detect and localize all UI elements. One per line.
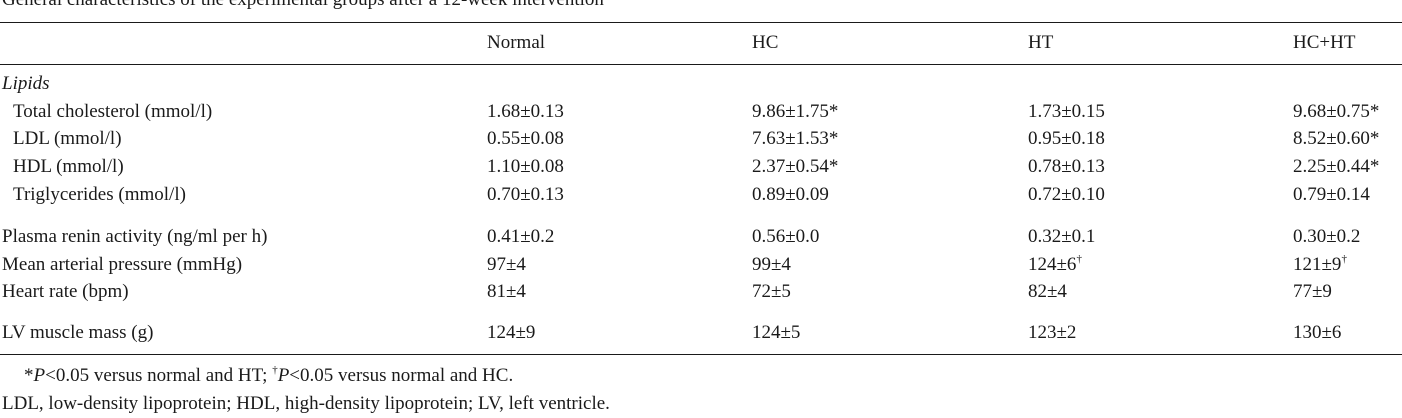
cell-hc: 72±5	[752, 281, 791, 302]
cell-hc-ht: 8.52±0.60*	[1293, 128, 1380, 149]
section-lipids: Lipids	[2, 73, 50, 94]
cell-normal: 1.68±0.13	[487, 101, 564, 122]
p-symbol: P	[277, 365, 290, 386]
footnote-significance: *P<0.05 versus normal and HT; †P<0.05 ve…	[24, 365, 513, 387]
cell-value: 121±9	[1293, 254, 1342, 275]
cell-normal: 81±4	[487, 281, 526, 302]
cell-hc-ht: 121±9†	[1293, 254, 1347, 276]
cell-hc-ht: 2.25±0.44*	[1293, 156, 1380, 177]
star-mark: *	[24, 365, 34, 386]
header-rule	[0, 64, 1402, 65]
top-rule	[0, 22, 1402, 23]
cell-ht: 82±4	[1028, 281, 1067, 302]
row-label: Mean arterial pressure (mmHg)	[2, 254, 243, 275]
cell-normal: 0.70±0.13	[487, 184, 564, 205]
cell-ht: 0.72±0.10	[1028, 184, 1105, 205]
dagger-mark: †	[1341, 253, 1347, 265]
cell-normal: 124±9	[487, 322, 536, 343]
row-label: Plasma renin activity (ng/ml per h)	[2, 226, 268, 247]
cell-hc-ht: 130±6	[1293, 322, 1342, 343]
col-header-normal: Normal	[487, 32, 546, 53]
cell-hc-ht: 0.30±0.2	[1293, 226, 1361, 247]
cell-ht: 0.95±0.18	[1028, 128, 1105, 149]
cell-hc: 9.86±1.75*	[752, 101, 839, 122]
cell-normal: 1.10±0.08	[487, 156, 564, 177]
row-label: Heart rate (bpm)	[2, 281, 129, 302]
cell-hc-ht: 9.68±0.75*	[1293, 101, 1380, 122]
cell-hc: 0.89±0.09	[752, 184, 829, 205]
bottom-rule	[0, 354, 1402, 355]
cell-hc-ht: 0.79±0.14	[1293, 184, 1370, 205]
cell-hc: 124±5	[752, 322, 801, 343]
cell-ht: 1.73±0.15	[1028, 101, 1105, 122]
cell-value: 124±6	[1028, 254, 1077, 275]
cell-hc-ht: 77±9	[1293, 281, 1332, 302]
cell-hc: 0.56±0.0	[752, 226, 820, 247]
footnote-text: <0.05 versus normal and HC.	[289, 365, 514, 386]
cell-ht: 123±2	[1028, 322, 1077, 343]
cell-hc: 7.63±1.53*	[752, 128, 839, 149]
cell-normal: 0.55±0.08	[487, 128, 564, 149]
col-header-hc-ht: HC+HT	[1293, 32, 1356, 53]
col-header-hc: HC	[752, 32, 779, 53]
dagger-mark: †	[272, 364, 278, 376]
cell-hc: 99±4	[752, 254, 791, 275]
row-label: HDL (mmol/l)	[13, 156, 124, 177]
row-label: LV muscle mass (g)	[2, 322, 154, 343]
dagger-mark: †	[1076, 253, 1082, 265]
col-header-ht: HT	[1028, 32, 1054, 53]
cell-normal: 0.41±0.2	[487, 226, 555, 247]
table-caption: General characteristics of the experimen…	[2, 0, 604, 11]
row-label: Triglycerides (mmol/l)	[13, 184, 186, 205]
footnote-abbreviations: LDL, low-density lipoprotein; HDL, high-…	[2, 393, 610, 414]
p-symbol: P	[33, 365, 46, 386]
cell-hc: 2.37±0.54*	[752, 156, 839, 177]
footnote-text: <0.05 versus normal and HT;	[45, 365, 273, 386]
row-label: Total cholesterol (mmol/l)	[13, 101, 213, 122]
cell-ht: 0.32±0.1	[1028, 226, 1096, 247]
cell-ht: 0.78±0.13	[1028, 156, 1105, 177]
cell-normal: 97±4	[487, 254, 526, 275]
row-label: LDL (mmol/l)	[13, 128, 122, 149]
cell-ht: 124±6†	[1028, 254, 1082, 276]
